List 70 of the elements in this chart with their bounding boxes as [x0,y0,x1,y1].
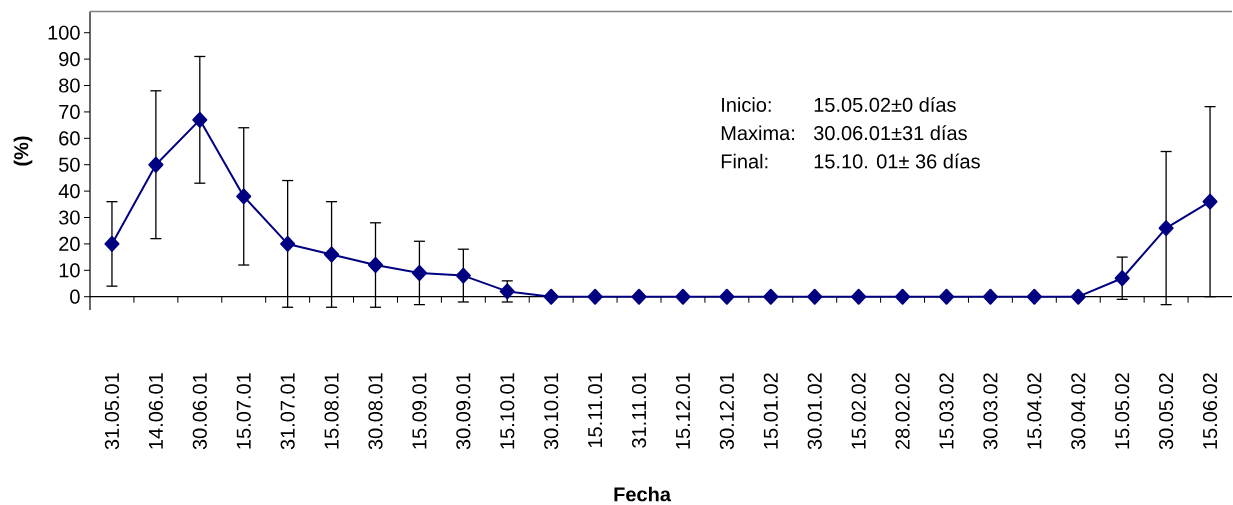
point [1158,220,1174,237]
point [104,235,120,252]
point [763,288,779,305]
x-tick-label: 30.04.02 [1071,373,1086,450]
point [1114,270,1130,287]
x-tick-label: 31.07.01 [280,373,295,450]
y-tick-label: 30 [59,210,80,225]
y-tick-label: 10 [59,263,80,278]
x-tick-label: 28.02.02 [895,373,910,450]
y-tick-label: 20 [59,236,80,251]
x-tick-label: 30.10.01 [544,373,559,450]
y-tick-label: 80 [59,78,80,93]
point [1026,288,1042,305]
point [1070,288,1086,305]
x-tick-label: 15.03.02 [939,373,954,449]
x-tick-label: 15.12.01 [675,373,691,449]
annotation: 30.06.01±31 días [813,125,967,141]
point [280,235,296,252]
x-tick-label: 15.10.01 [500,373,515,449]
x-tick-label: 30.08.01 [368,373,383,450]
point [1202,193,1218,210]
point [982,288,998,305]
point [324,246,340,263]
point [236,188,252,205]
y-tick-label: 70 [59,104,80,119]
point [543,288,559,305]
x-tick-label: 15.08.01 [324,373,339,449]
x-tick-label: 15.01.02 [763,373,778,449]
x-tick-label: 30.06.01 [192,373,207,450]
point [192,111,208,128]
x-tick-label: 30.01.02 [807,373,822,450]
x-tick-label: 15.05.02 [1115,373,1130,449]
annotation: Inicio: [722,97,771,112]
point [587,288,603,305]
point [675,288,691,305]
point [719,288,735,305]
point [455,267,471,284]
x-tick-label: 30.05.02 [1159,373,1174,450]
x-tick-label: 30.12.01 [719,373,734,450]
x-tick-label: 15.11.01 [588,373,603,448]
x-tick-label: 15.06.02 [1202,373,1218,449]
annotation: 15.05.02±0 días [814,96,956,112]
x-tick-label: 15.02.02 [851,373,866,449]
point [411,264,427,281]
y-tick-label: 40 [58,184,80,199]
point [938,288,955,305]
x-tick-label: 30.03.02 [983,373,998,450]
y-tick-label: 50 [59,157,80,172]
annotation: Maxima: [721,125,794,141]
x-tick-label: 31.11.01 [631,373,647,448]
x-tick-label: 15.04.02 [1027,373,1042,449]
x-tick-label: 14.06.01 [148,373,163,449]
y-tick-label: 100 [48,25,80,40]
x-tick-label: 15.09.01 [412,373,427,449]
point [807,288,823,305]
x-tick-label: 31.05.01 [104,373,120,450]
point [895,288,911,305]
x-tick-label: 15.07.01 [236,373,251,449]
y-tick-label: 90 [59,52,80,67]
point [367,257,384,274]
annotation: 15.10. 01± 36 días [814,153,980,169]
point [631,288,647,305]
y-tick-label: 0 [70,289,80,304]
y-axis-title: (%) [13,136,33,166]
point [148,156,164,173]
y-tick-label: 60 [59,131,80,146]
x-tick-label: 30.09.01 [456,373,471,450]
annotation: Final: [721,153,768,169]
x-axis-title: Fecha [614,486,672,502]
point [851,288,867,305]
